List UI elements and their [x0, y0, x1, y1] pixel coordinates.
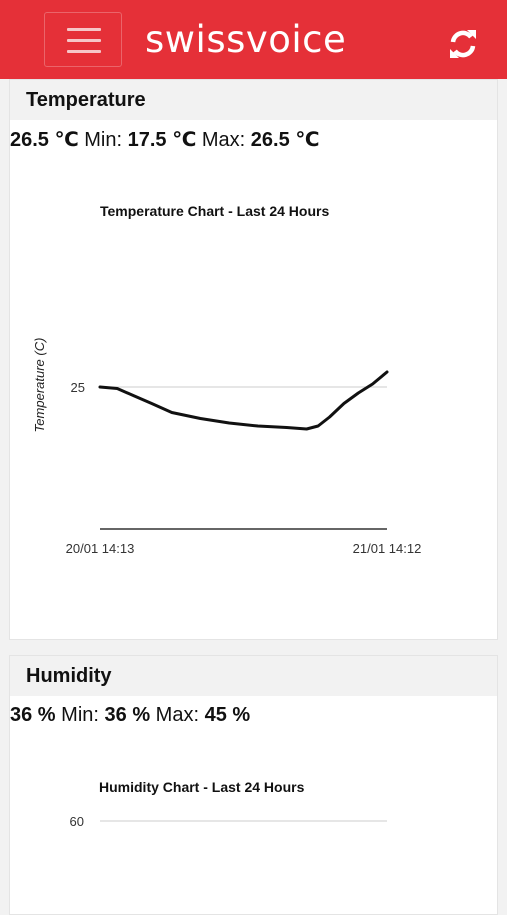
temperature-max-label: Max:: [201, 129, 246, 151]
humidity-current: 36 %: [10, 704, 56, 726]
temperature-current: 26.5 ℃: [10, 129, 79, 151]
y-axis-label: Temperature (C): [32, 338, 47, 433]
humidity-card-header: Humidity: [10, 656, 497, 696]
hamburger-icon: [67, 28, 101, 31]
temperature-min-label: Min:: [84, 129, 123, 151]
hamburger-icon: [67, 50, 101, 53]
temperature-card: Temperature: [9, 79, 498, 640]
humidity-min: 36 %: [104, 704, 151, 726]
humidity-max: 45 %: [204, 704, 251, 726]
hamburger-icon: [67, 39, 101, 42]
refresh-button[interactable]: [445, 26, 481, 62]
y-tick-label: 60: [70, 814, 84, 829]
temperature-card-header: Temperature: [10, 80, 497, 120]
humidity-chart-title: Humidity Chart - Last 24 Hours: [99, 779, 305, 795]
temperature-chart-title: Temperature Chart - Last 24 Hours: [100, 203, 330, 219]
temperature-series-line: [98, 370, 389, 431]
humidity-min-label: Min:: [61, 704, 99, 726]
refresh-icon: [450, 30, 476, 58]
x-tick-label-start: 20/01 14:13: [66, 541, 135, 556]
temperature-max: 26.5 ℃: [250, 129, 320, 151]
humidity-max-label: Max:: [155, 704, 200, 726]
brand-logo: swissvoice: [145, 18, 347, 61]
temperature-chart: 25 Temperature (C) 20/01 14:13 21/01 14:…: [32, 338, 422, 556]
top-app-bar: swissvoice: [0, 0, 507, 79]
humidity-stats: 36 % Min: 36 % Max: 45 %: [10, 704, 250, 727]
humidity-card: Humidity: [9, 655, 498, 915]
x-tick-label-end: 21/01 14:12: [353, 541, 422, 556]
y-tick-label: 25: [71, 380, 85, 395]
humidity-title: Humidity: [26, 665, 112, 687]
menu-button[interactable]: [44, 12, 122, 67]
temperature-title: Temperature: [26, 89, 146, 111]
temperature-min: 17.5 ℃: [127, 129, 197, 151]
temperature-stats: 26.5 ℃ Min: 17.5 ℃ Max: 26.5 ℃: [10, 127, 320, 152]
